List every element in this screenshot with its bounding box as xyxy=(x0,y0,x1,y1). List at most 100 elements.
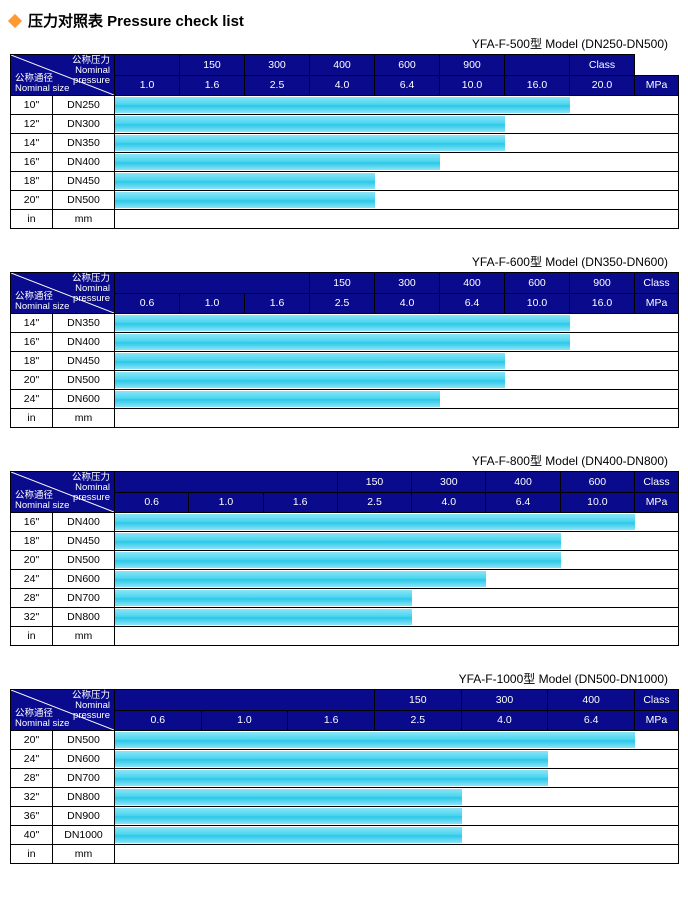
class-header-cell: 300 xyxy=(412,472,486,493)
size-mm: DN800 xyxy=(53,608,115,627)
pressure-bar xyxy=(115,732,635,748)
mpa-header-cell: 1.0 xyxy=(115,75,180,96)
mpa-header-cell: 16.0 xyxy=(570,293,635,314)
bar-cell xyxy=(115,390,679,409)
mpa-header-cell: 6.4 xyxy=(375,75,440,96)
footer-in: in xyxy=(11,409,53,428)
pressure-bar xyxy=(115,590,412,606)
mpa-header-cell: 4.0 xyxy=(461,710,548,731)
footer-in: in xyxy=(11,845,53,864)
mpa-header-cell: 10.0 xyxy=(560,492,634,513)
pressure-bar xyxy=(115,173,375,189)
bar-cell xyxy=(115,172,679,191)
size-mm: DN400 xyxy=(53,333,115,352)
table-row: 28"DN700 xyxy=(11,769,679,788)
size-mm: DN400 xyxy=(53,153,115,172)
size-in: 28" xyxy=(11,769,53,788)
size-in: 20" xyxy=(11,371,53,390)
bar-cell xyxy=(115,153,679,172)
size-mm: DN600 xyxy=(53,750,115,769)
class-header-cell xyxy=(505,55,570,76)
bar-cell xyxy=(115,769,679,788)
size-mm: DN300 xyxy=(53,115,115,134)
table-row: 20"DN500 xyxy=(11,551,679,570)
size-in: 24" xyxy=(11,570,53,589)
size-mm: DN450 xyxy=(53,172,115,191)
table-row: 14"DN350 xyxy=(11,134,679,153)
size-mm: DN250 xyxy=(53,96,115,115)
class-header-cell: 150 xyxy=(337,472,411,493)
size-mm: DN1000 xyxy=(53,826,115,845)
size-mm: DN450 xyxy=(53,352,115,371)
pressure-bar xyxy=(115,391,440,407)
size-mm: DN800 xyxy=(53,788,115,807)
table-row: 18"DN450 xyxy=(11,172,679,191)
table-row: 28"DN700 xyxy=(11,589,679,608)
class-label: Class xyxy=(635,273,679,294)
pressure-bar xyxy=(115,353,505,369)
bar-cell xyxy=(115,826,679,845)
bar-cell xyxy=(115,352,679,371)
size-mm: DN500 xyxy=(53,191,115,210)
model-label: YFA-F-600型 Model (DN350-DN600) xyxy=(10,253,678,270)
mpa-header-cell: 1.0 xyxy=(180,293,245,314)
footer-mm: mm xyxy=(53,210,115,229)
footer-blank xyxy=(115,210,679,229)
bar-cell xyxy=(115,96,679,115)
pressure-table: YFA-F-600型 Model (DN350-DN600) 公称压力Nomina… xyxy=(10,253,678,428)
page-title: 压力对照表 Pressure check list xyxy=(10,10,678,31)
size-in: 40" xyxy=(11,826,53,845)
mpa-header-cell: 16.0 xyxy=(505,75,570,96)
title-text: 压力对照表 Pressure check list xyxy=(28,10,244,31)
size-in: 18" xyxy=(11,172,53,191)
header-corner: 公称压力Nominalpressure公称通径Nominal size xyxy=(11,690,115,731)
size-in: 12" xyxy=(11,115,53,134)
model-label: YFA-F-1000型 Model (DN500-DN1000) xyxy=(10,670,678,687)
table-row: 40"DN1000 xyxy=(11,826,679,845)
pressure-bar xyxy=(115,315,570,331)
bar-cell xyxy=(115,191,679,210)
size-mm: DN700 xyxy=(53,589,115,608)
mpa-header-cell: 1.0 xyxy=(201,710,288,731)
bar-cell xyxy=(115,513,679,532)
mpa-header-cell: 4.0 xyxy=(375,293,440,314)
size-mm: DN450 xyxy=(53,532,115,551)
class-header-cell: 900 xyxy=(440,55,505,76)
size-mm: DN350 xyxy=(53,314,115,333)
pressure-bar xyxy=(115,135,505,151)
bar-cell xyxy=(115,750,679,769)
bar-cell xyxy=(115,551,679,570)
mpa-header-cell: 20.0 xyxy=(570,75,635,96)
mpa-header-cell: 6.4 xyxy=(548,710,635,731)
pressure-table: YFA-F-500型 Model (DN250-DN500) 公称压力Nomina… xyxy=(10,35,678,229)
size-in: 20" xyxy=(11,731,53,750)
table-row: 32"DN800 xyxy=(11,788,679,807)
bar-cell xyxy=(115,807,679,826)
header-corner: 公称压力Nominalpressure公称通径Nominal size xyxy=(11,472,115,513)
size-mm: DN500 xyxy=(53,551,115,570)
data-table: 公称压力Nominalpressure公称通径Nominal size15030… xyxy=(10,272,679,428)
size-in: 16" xyxy=(11,153,53,172)
size-in: 20" xyxy=(11,191,53,210)
pressure-bar xyxy=(115,334,570,350)
class-header-cell: 600 xyxy=(560,472,634,493)
pressure-bar xyxy=(115,533,561,549)
pressure-bar xyxy=(115,770,548,786)
size-in: 18" xyxy=(11,352,53,371)
bar-cell xyxy=(115,608,679,627)
table-row: 14"DN350 xyxy=(11,314,679,333)
footer-mm: mm xyxy=(53,845,115,864)
size-mm: DN600 xyxy=(53,390,115,409)
footer-blank xyxy=(115,409,679,428)
class-header-cell xyxy=(115,55,180,76)
class-header-cell: 300 xyxy=(461,690,548,711)
data-table: 公称压力Nominalpressure公称通径Nominal size15030… xyxy=(10,54,679,229)
footer-mm: mm xyxy=(53,409,115,428)
model-label: YFA-F-500型 Model (DN250-DN500) xyxy=(10,35,678,52)
class-header-cell: 400 xyxy=(440,273,505,294)
class-header-cell: 300 xyxy=(245,55,310,76)
bar-cell xyxy=(115,589,679,608)
pressure-bar xyxy=(115,116,505,132)
table-row: 18"DN450 xyxy=(11,532,679,551)
footer-in: in xyxy=(11,210,53,229)
